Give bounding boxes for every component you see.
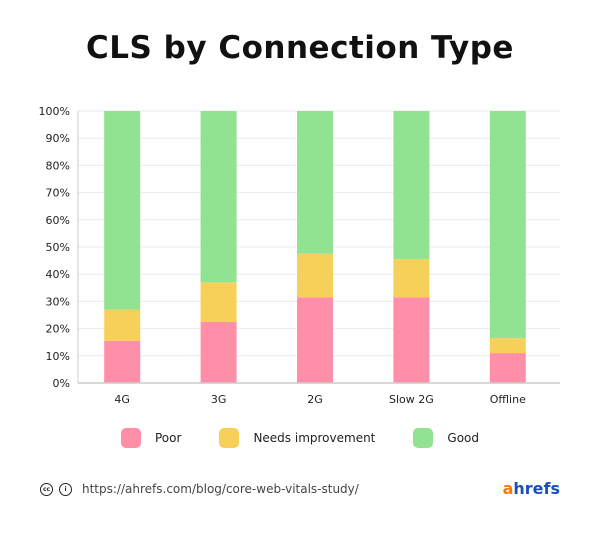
bar-good: [393, 111, 430, 260]
bar-good: [297, 111, 333, 254]
bar-poor: [200, 321, 237, 383]
bar-good: [489, 111, 526, 339]
legend-swatch: [219, 428, 240, 448]
attribution-icon: i: [59, 482, 72, 496]
y-tick-label: 80%: [46, 159, 70, 172]
legend-label: Needs improvement: [253, 431, 376, 445]
bar-poor: [489, 353, 526, 383]
y-tick-label: 90%: [46, 132, 70, 145]
y-tick-label: 50%: [46, 241, 70, 254]
legend-swatch: [413, 428, 434, 448]
bar-needs-improvement: [200, 282, 237, 322]
creative-commons-icon: cc: [40, 482, 53, 496]
legend-item: Needs improvement: [219, 428, 375, 448]
y-tick-label: 100%: [39, 105, 70, 118]
footer: cc i https://ahrefs.com/blog/core-web-vi…: [40, 482, 359, 496]
bar-needs-improvement: [104, 309, 141, 341]
bar-good: [104, 111, 141, 310]
chart-plot: 0% 10% 20% 30% 40% 50% 60% 70% 80% 90% 100% 4G 3G 2G S…: [39, 105, 560, 406]
bar-poor: [297, 297, 333, 383]
x-tick-label: 3G: [211, 393, 227, 406]
legend-swatch: [121, 428, 141, 448]
legend-label: Poor: [155, 431, 182, 445]
legend: Poor Needs improvement Good: [0, 428, 600, 448]
y-tick-label: 70%: [46, 187, 70, 200]
y-tick-label: 20%: [46, 323, 70, 336]
chart-title: CLS by Connection Type: [86, 30, 514, 66]
y-tick-label: 0%: [53, 377, 70, 390]
y-tick-label: 10%: [46, 350, 70, 363]
bar-needs-improvement: [489, 338, 526, 354]
legend-label: Good: [447, 431, 479, 445]
source-url[interactable]: https://ahrefs.com/blog/core-web-vitals-…: [82, 482, 359, 496]
bar-needs-improvement: [393, 259, 430, 298]
bar-good: [200, 111, 237, 283]
y-tick-label: 30%: [46, 295, 70, 308]
y-tick-label: 40%: [46, 268, 70, 281]
x-tick-label: Offline: [490, 393, 526, 406]
legend-item: Poor: [121, 428, 181, 448]
bar-poor: [104, 340, 141, 383]
bar-needs-improvement: [297, 253, 333, 298]
legend-item: Good: [413, 428, 479, 448]
bar-poor: [393, 297, 430, 383]
x-tick-label: 4G: [114, 393, 130, 406]
ahrefs-logo: ahrefs: [502, 479, 560, 498]
x-tick-label: 2G: [307, 393, 323, 406]
x-tick-label: Slow 2G: [389, 393, 434, 406]
y-tick-label: 60%: [46, 214, 70, 227]
